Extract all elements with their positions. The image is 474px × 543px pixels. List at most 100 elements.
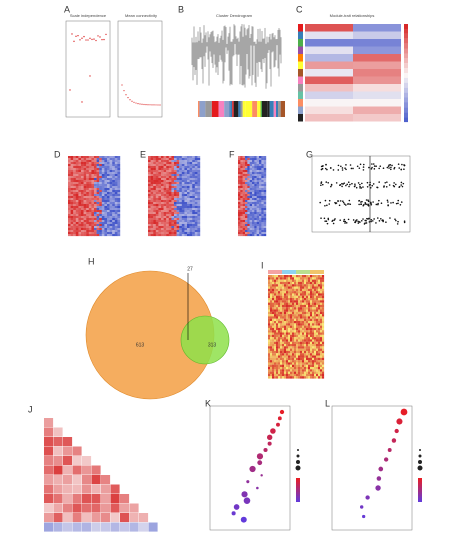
heat-cell xyxy=(316,277,319,280)
heat-cell xyxy=(99,210,102,213)
heat-cell xyxy=(278,302,281,305)
legend-dot xyxy=(297,449,299,451)
heat-cell xyxy=(249,214,253,217)
swarm-point xyxy=(401,185,404,188)
heat-cell xyxy=(91,204,95,207)
heat-cell xyxy=(73,182,76,185)
heat-cell xyxy=(107,220,110,223)
heat-cell xyxy=(176,220,180,223)
heat-cell xyxy=(189,164,193,167)
heat-cell xyxy=(286,348,289,351)
heat-cell xyxy=(292,286,295,289)
heat-cell xyxy=(282,371,285,374)
heat-cell xyxy=(284,341,287,345)
heat-cell xyxy=(286,291,289,294)
heat-cell xyxy=(70,214,74,217)
heat-cell xyxy=(158,188,162,191)
heat-cell xyxy=(163,194,167,197)
heat-cell xyxy=(81,168,84,171)
heat-cell xyxy=(238,224,241,227)
heat-cell xyxy=(176,214,180,217)
heat-cell xyxy=(256,200,260,203)
heat-cell xyxy=(104,202,108,205)
heat-cell xyxy=(171,160,175,163)
heat-cell xyxy=(316,348,319,351)
heat-cell xyxy=(286,376,289,379)
heat-cell xyxy=(114,182,118,185)
heat-cell xyxy=(252,208,255,211)
heat-cell xyxy=(148,164,151,167)
heat-cell xyxy=(117,202,121,205)
heat-cell xyxy=(318,341,321,345)
heat-cell xyxy=(284,321,287,324)
heat-cell xyxy=(240,220,243,223)
heat-cell xyxy=(73,188,76,191)
heat-cell xyxy=(70,164,74,167)
heat-cell xyxy=(306,284,309,287)
heat-cell xyxy=(166,166,169,169)
heat-cell xyxy=(78,230,82,233)
heat-cell xyxy=(73,234,76,237)
heat-cell xyxy=(166,196,169,199)
heat-cell xyxy=(150,162,154,165)
heat-cell xyxy=(179,158,182,161)
heat-cell xyxy=(184,228,188,231)
heat-cell xyxy=(272,337,275,340)
heat-cell xyxy=(179,190,182,193)
heat-cell xyxy=(104,218,108,221)
heat-cell xyxy=(252,184,255,187)
heat-cell xyxy=(197,172,201,175)
heat-cell xyxy=(78,174,82,177)
heat-cell xyxy=(163,200,167,203)
heat-cell xyxy=(114,202,118,205)
heat-cell xyxy=(96,206,100,209)
heat-cell xyxy=(174,232,177,235)
heat-cell xyxy=(312,353,315,356)
heat-cell xyxy=(68,186,71,189)
heat-cell xyxy=(286,362,289,365)
heat-cell xyxy=(91,186,95,189)
enrichment-dot xyxy=(233,504,240,510)
swarm-point xyxy=(339,200,342,202)
corr-cell xyxy=(91,494,101,504)
heat-cell xyxy=(312,300,315,303)
heat-cell xyxy=(94,220,97,223)
heat-cell xyxy=(184,224,188,227)
heat-cell xyxy=(161,158,164,161)
heat-cell xyxy=(316,339,319,342)
module-bar xyxy=(273,101,277,117)
heat-cell xyxy=(316,302,319,305)
heat-cell xyxy=(254,172,257,175)
heat-cell xyxy=(112,220,115,223)
heat-cell xyxy=(88,156,92,159)
heat-cell xyxy=(308,321,311,324)
heat-cell xyxy=(181,160,185,163)
heat-cell xyxy=(322,362,325,365)
heat-cell xyxy=(268,295,271,299)
swarm-point xyxy=(321,183,324,186)
heat-cell xyxy=(318,327,321,331)
heat-cell xyxy=(73,228,76,231)
heat-cell xyxy=(282,367,285,370)
heat-cell xyxy=(112,224,115,227)
heat-cell xyxy=(112,204,115,207)
heat-cell xyxy=(294,279,297,282)
heat-cell xyxy=(68,204,71,207)
heat-cell xyxy=(316,344,319,347)
heat-cell xyxy=(107,206,110,209)
heat-cell xyxy=(322,318,325,322)
heat-cell xyxy=(280,376,283,379)
heat-cell xyxy=(284,311,287,315)
heat-cell xyxy=(148,168,151,171)
heat-cell xyxy=(83,158,87,161)
heat-cell xyxy=(256,230,260,233)
heat-cell xyxy=(320,330,323,333)
heat-cell xyxy=(155,216,159,219)
swarm-point xyxy=(357,220,359,223)
enrichment-dot xyxy=(263,447,268,453)
swarm-point xyxy=(354,185,356,187)
heat-cell xyxy=(150,164,154,167)
heat-cell xyxy=(306,357,309,361)
heat-cell xyxy=(163,184,167,187)
point xyxy=(99,36,101,38)
